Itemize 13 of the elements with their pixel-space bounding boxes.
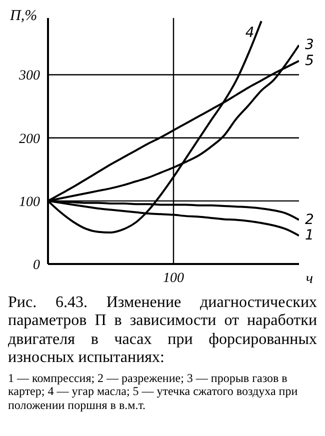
series-label: 3: [305, 37, 314, 54]
series-label: 5: [305, 52, 314, 69]
x-axis-title: ч: [306, 271, 313, 288]
series-label: 4: [245, 25, 254, 42]
text: 1 — компрессия; 2 — разрежение; 3 — прорыв газов в картер; 4 — угар масла; 5 — утечка сжатого воздуха при положении поршня в в.м.т.: [8, 370, 299, 413]
y-tick-label: 300: [18, 68, 40, 84]
series-label: 1: [305, 228, 314, 244]
y-tick-label: 0: [33, 258, 40, 273]
y-tick-label: 200: [19, 132, 40, 147]
series-label: 2: [305, 212, 314, 228]
text: Рис. 6.43. Изменение диагностических параметров П в зависимости от наработки двигателя в часах при форсированных износных испытаниях:: [8, 294, 317, 368]
y-tick-label: 100: [19, 194, 40, 210]
y-axis-title: П,%: [10, 8, 38, 25]
